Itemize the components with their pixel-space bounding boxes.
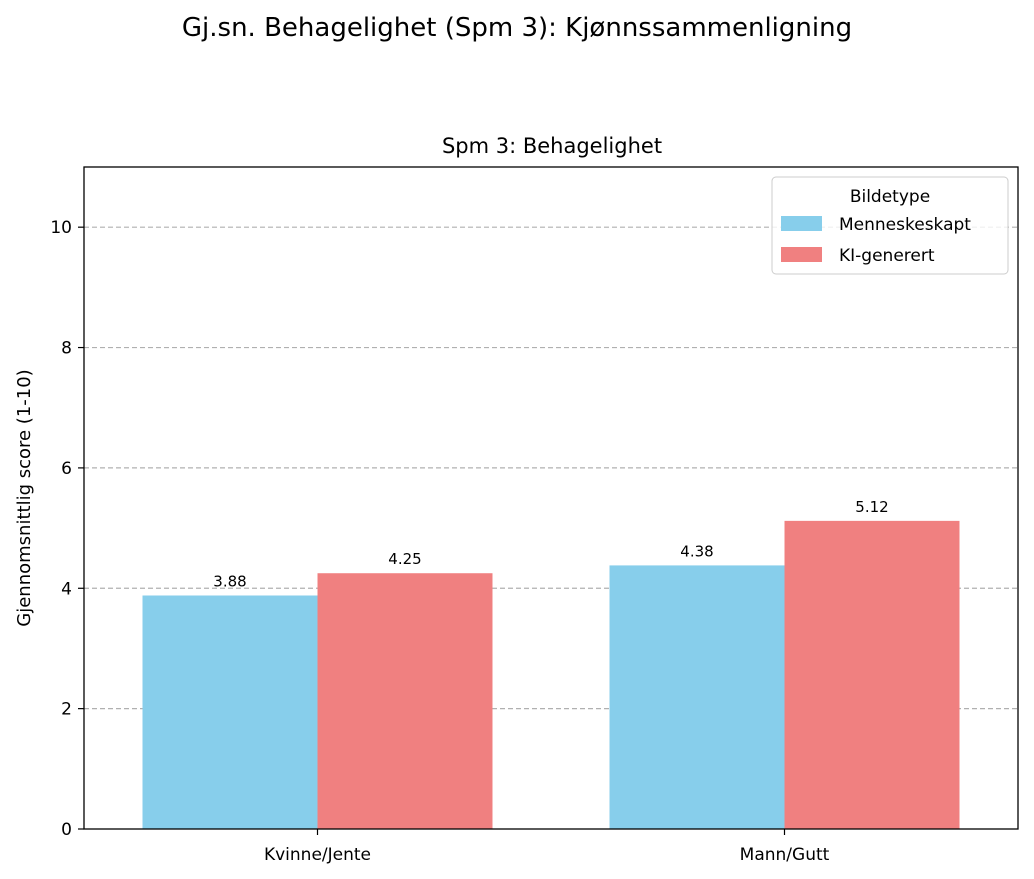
y-tick-label: 8 [61,339,72,359]
x-tick-label: Mann/Gutt [740,845,830,865]
y-tick-label: 4 [61,579,72,599]
bar-value-label: 5.12 [855,498,888,516]
axes-title: Spm 3: Behagelighet [442,134,662,158]
legend: Bildetype Menneskeskapt KI-generert [771,176,1009,275]
bar-menneskeskapt-0 [142,595,318,829]
legend-title: Bildetype [850,187,930,207]
y-tick-label: 2 [61,700,72,720]
legend-box [771,176,1009,275]
x-tick-label: Kvinne/Jente [264,845,371,865]
y-tick-label: 6 [61,459,72,479]
legend-entry-label: Menneskeskapt [839,215,971,235]
bar-value-label: 3.88 [213,572,246,590]
x-axis-ticks: Kvinne/Jente Mann/Gutt [264,829,830,865]
bar-ki-generert-0 [317,573,493,829]
y-tick-label: 10 [50,218,72,238]
plot-area-frame [83,166,1019,830]
bar-value-label: 4.38 [680,542,713,560]
bar-ki-generert-1 [784,520,960,829]
y-axis-ticks: 0 2 4 6 8 10 [50,218,84,840]
y-tick-label: 0 [61,820,72,840]
bars [142,520,960,829]
bar-value-labels: 3.88 4.25 4.38 5.12 [213,498,888,591]
figure-title: Gj.sn. Behagelighet (Spm 3): Kjønnssamme… [182,13,852,43]
bar-value-label: 4.25 [388,550,421,568]
legend-swatch [781,247,822,262]
y-axis-label: Gjennomsnittlig score (1-10) [14,369,35,626]
legend-entry-label: KI-generert [839,246,935,266]
legend-swatch [781,216,822,231]
bar-menneskeskapt-1 [609,565,785,829]
